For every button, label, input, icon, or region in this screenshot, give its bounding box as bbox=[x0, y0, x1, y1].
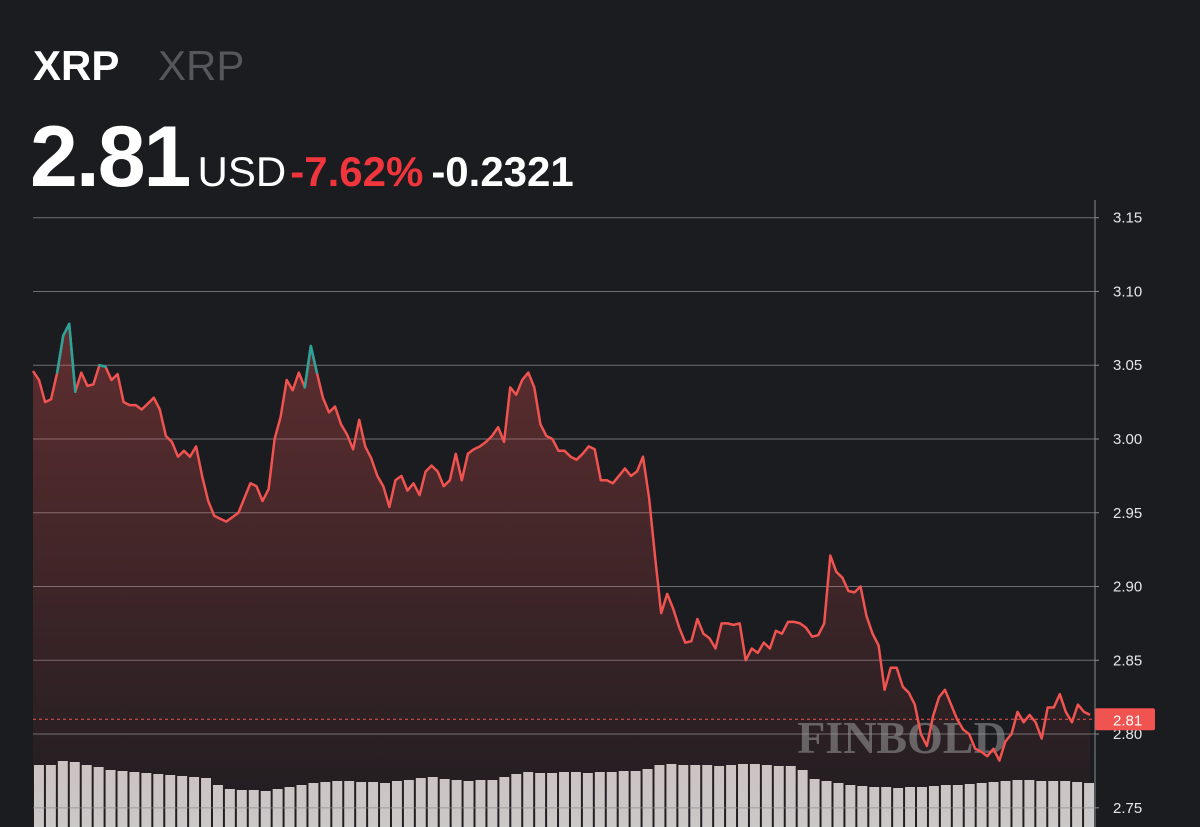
price-line bbox=[31, 322, 1091, 762]
back-layer bbox=[33, 200, 1099, 827]
y-tick-label: 3.10 bbox=[1113, 283, 1142, 300]
symbol: XRP bbox=[33, 42, 119, 89]
last-price-tag bbox=[1095, 708, 1155, 731]
price-line-up bbox=[67, 322, 77, 394]
y-tick-label: 2.95 bbox=[1113, 505, 1142, 522]
y-tick-label: 2.90 bbox=[1113, 579, 1142, 596]
change: -0.2321 bbox=[431, 148, 573, 195]
price-line-up bbox=[55, 334, 65, 374]
price: 2.81 bbox=[30, 109, 190, 205]
y-tick-label: 2.80 bbox=[1113, 726, 1142, 743]
y-tick-label: 3.00 bbox=[1113, 431, 1142, 448]
asset-name: XRP bbox=[158, 42, 244, 89]
y-tick-label: 3.05 bbox=[1113, 357, 1142, 374]
price-line-up bbox=[309, 344, 319, 374]
y-tick-label: 2.75 bbox=[1113, 800, 1142, 817]
price-area bbox=[33, 323, 1090, 827]
price-line-up bbox=[303, 344, 313, 389]
currency: USD bbox=[198, 148, 287, 195]
last-price-label: 2.81 bbox=[1113, 712, 1142, 729]
y-tick-label: 3.15 bbox=[1113, 210, 1142, 227]
y-tick-label: 2.85 bbox=[1113, 652, 1142, 669]
price-line-up bbox=[98, 363, 107, 368]
change-percent: -7.62% bbox=[290, 148, 423, 195]
